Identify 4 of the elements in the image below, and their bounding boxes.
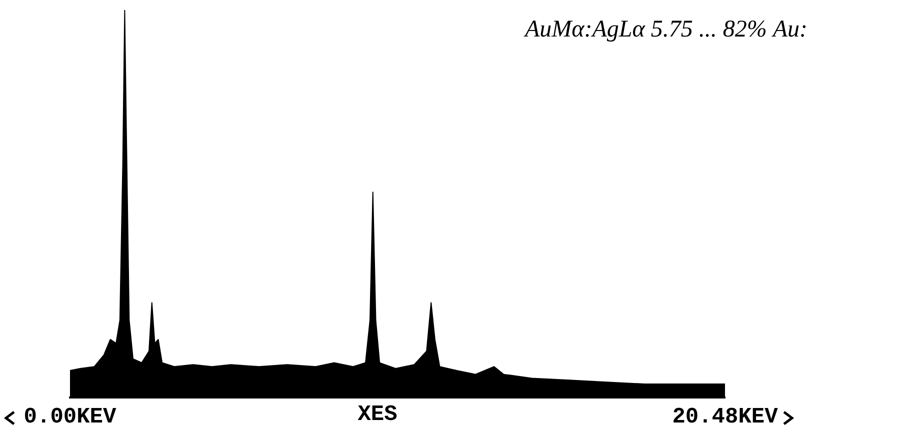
- x-tick-label: 0.00KEV: [24, 404, 117, 430]
- text: XES: [358, 402, 398, 428]
- x-tick-label: 20.48KEV: [672, 404, 779, 430]
- annotation: AuMα:AgLα 5.75 ... 82% Au:: [523, 16, 808, 42]
